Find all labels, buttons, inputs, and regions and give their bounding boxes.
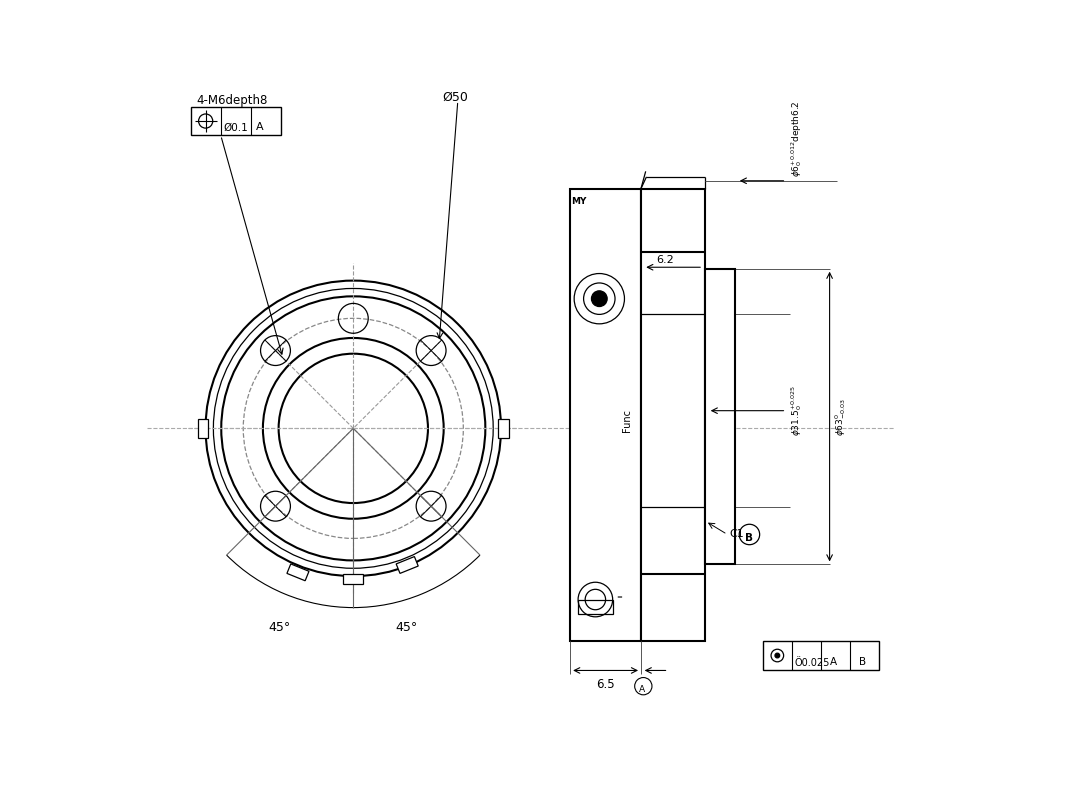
Text: B: B	[744, 533, 753, 543]
Text: A: A	[639, 685, 645, 694]
Text: 6.5: 6.5	[596, 678, 615, 691]
Bar	[198, 418, 209, 438]
Text: A: A	[830, 657, 837, 667]
Bar	[344, 574, 363, 585]
Bar	[763, 641, 879, 670]
Text: 45°: 45°	[268, 621, 291, 634]
Text: Y: Y	[579, 197, 586, 207]
Bar	[191, 107, 281, 135]
Text: A: A	[257, 123, 264, 133]
Text: M: M	[571, 197, 580, 207]
Circle shape	[591, 291, 607, 307]
Bar	[396, 556, 419, 574]
Text: Ø0.1: Ø0.1	[223, 123, 248, 134]
Bar	[570, 189, 641, 641]
Bar	[641, 189, 705, 641]
Text: 45°: 45°	[395, 621, 417, 634]
Text: C1: C1	[730, 529, 743, 539]
Text: Func: Func	[622, 409, 632, 432]
Bar	[498, 418, 508, 438]
Bar	[705, 269, 735, 564]
Text: =: =	[617, 594, 622, 600]
Bar	[578, 600, 612, 614]
Text: $\phi$6$^{+0.012}_{0}$depth6.2: $\phi$6$^{+0.012}_{0}$depth6.2	[789, 101, 804, 177]
Text: 4-M6depth8: 4-M6depth8	[196, 94, 267, 107]
Text: B: B	[858, 657, 866, 667]
Text: $\phi$63$^{0}_{-0.03}$: $\phi$63$^{0}_{-0.03}$	[834, 398, 849, 435]
Text: Ø50: Ø50	[442, 90, 468, 104]
Bar	[286, 564, 309, 581]
Text: $\phi$31.5$^{+0.025}_{0}$: $\phi$31.5$^{+0.025}_{0}$	[789, 385, 804, 436]
Text: Ö0.025: Ö0.025	[794, 658, 830, 668]
Text: 6.2: 6.2	[657, 255, 674, 266]
Circle shape	[775, 653, 780, 658]
